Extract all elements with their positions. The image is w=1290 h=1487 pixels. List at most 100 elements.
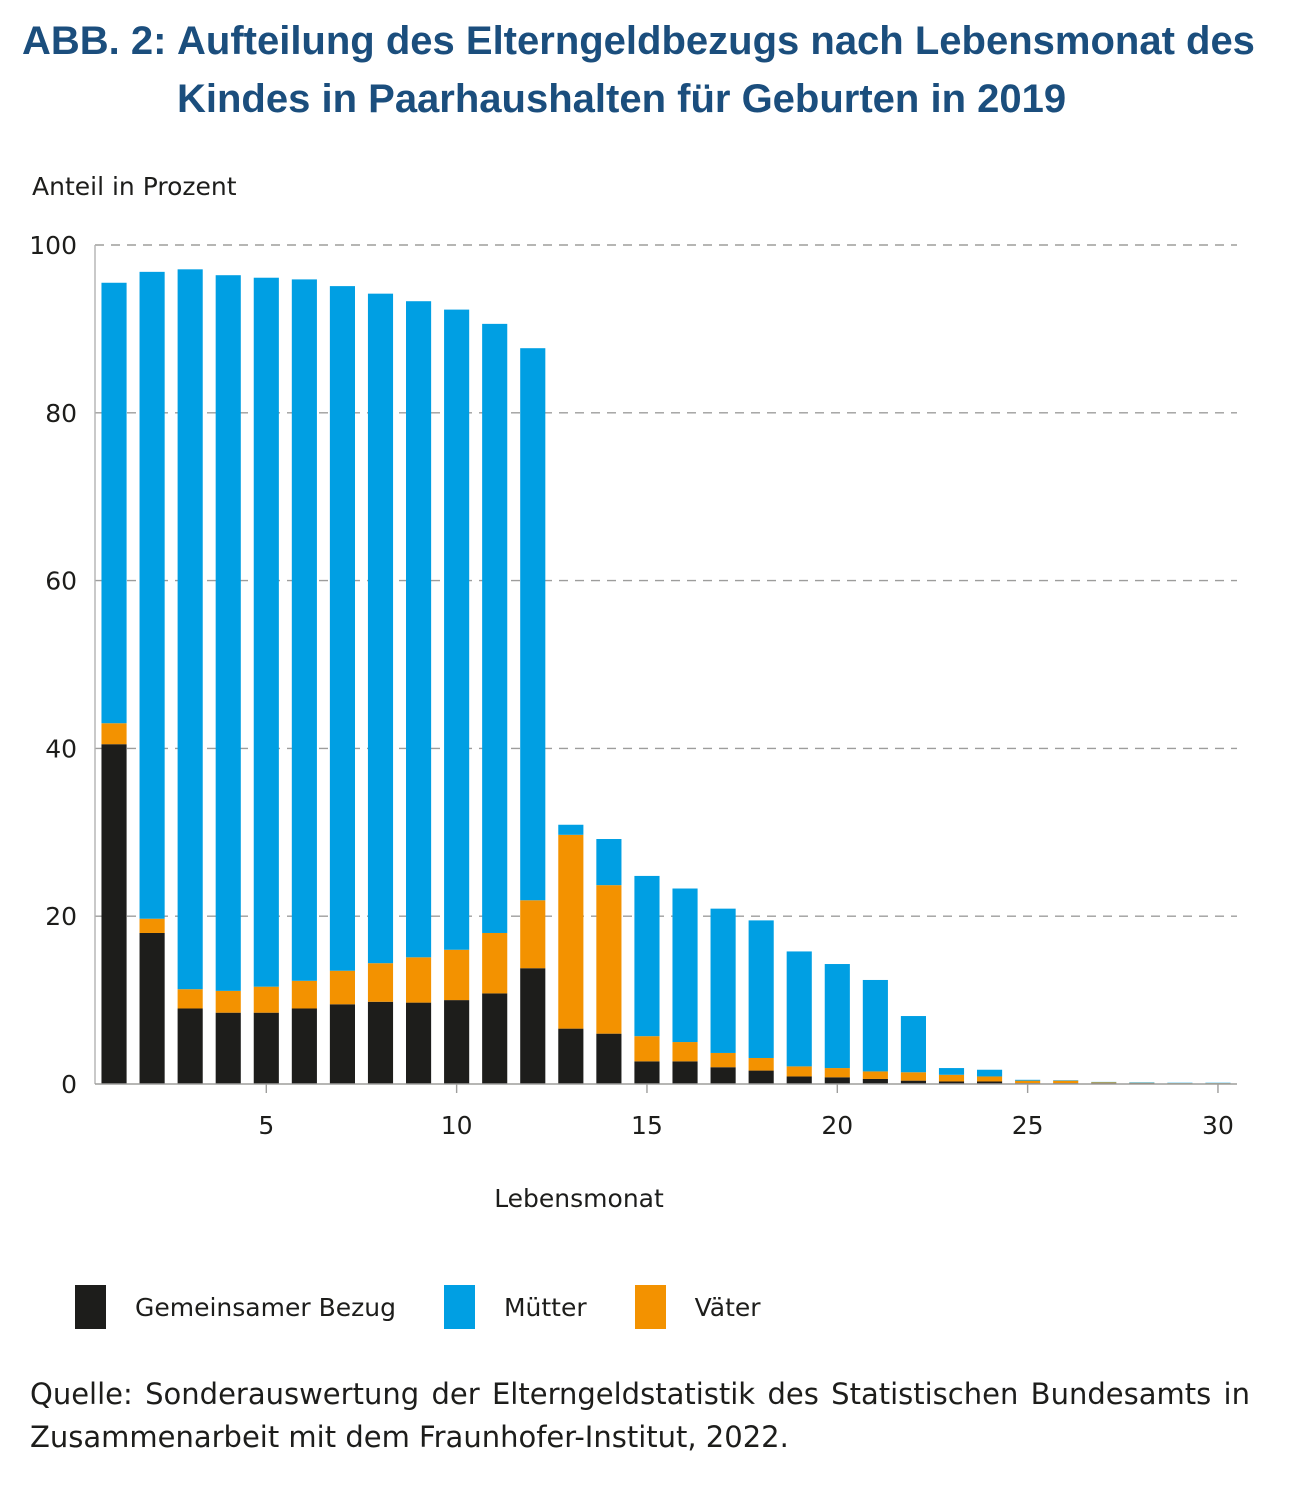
y-tick-label: 20	[45, 902, 77, 931]
bar-segment	[558, 824, 584, 835]
bar-segment	[101, 282, 127, 724]
bar-segment	[900, 1016, 926, 1073]
bar-segment	[482, 932, 508, 994]
x-tick-label: 10	[441, 1111, 473, 1140]
bar-segment	[406, 957, 432, 1003]
bar-segment	[329, 286, 355, 971]
bar-segment	[672, 1042, 698, 1062]
figure-title-text: Aufteilung des Elterngeldbezugs nach Leb…	[177, 19, 1255, 121]
bar-segment	[710, 908, 736, 1053]
bar-segment	[444, 1000, 470, 1084]
bar-segment	[520, 968, 546, 1084]
bar-segment	[139, 918, 165, 933]
bar-segment	[558, 1028, 584, 1084]
bar-segment	[367, 963, 394, 1002]
bar-segment	[710, 1052, 736, 1068]
bar-segment	[862, 979, 888, 1072]
bar-segment	[367, 1001, 394, 1084]
bar-segment	[1015, 1080, 1041, 1084]
bar-segment	[596, 885, 622, 1034]
bar-segment	[596, 1033, 622, 1084]
bar-segment	[1091, 1082, 1117, 1084]
bar-segment	[291, 1008, 317, 1084]
bar-segment	[291, 279, 317, 981]
bar-segment	[748, 1057, 774, 1071]
x-tick-label: 25	[1012, 1111, 1044, 1140]
y-tick-label: 40	[45, 734, 77, 763]
bar-segment	[177, 989, 203, 1009]
bar-segment	[824, 1068, 850, 1078]
bar-segment	[634, 875, 660, 1037]
y-tick-label: 80	[45, 399, 77, 428]
bar-segment	[177, 1008, 203, 1084]
legend-label: Gemeinsamer Bezug	[135, 1292, 396, 1322]
grid-lines	[94, 244, 1237, 1084]
bar-segment	[938, 1081, 965, 1084]
bars	[101, 269, 1231, 1084]
bar-segment	[367, 293, 394, 964]
legend-swatch	[75, 1285, 106, 1329]
bar-segment	[329, 970, 355, 1005]
bar-segment	[482, 323, 508, 933]
bar-segment	[634, 1061, 660, 1084]
bar-segment	[862, 1071, 888, 1079]
bar-segment	[977, 1076, 1003, 1082]
bar-segment	[215, 275, 241, 991]
bar-segment	[977, 1069, 1003, 1077]
bar-segment	[748, 920, 774, 1058]
x-tick-label: 15	[631, 1111, 663, 1140]
bar-segment	[900, 1072, 926, 1081]
bar-segment	[444, 309, 470, 950]
bar-segment	[520, 348, 546, 901]
bar-segment	[786, 951, 812, 1067]
bar-segment	[253, 986, 279, 1013]
bar-segment	[482, 993, 508, 1084]
bar-segment	[139, 271, 165, 919]
bar-segment	[824, 1077, 850, 1084]
y-tick-label: 60	[45, 567, 77, 596]
y-tick-labels: 0 20 40 60 80 100	[29, 231, 77, 1099]
legend-label: Mütter	[503, 1292, 587, 1322]
bar-segment	[824, 964, 850, 1069]
legend-label: Väter	[694, 1292, 761, 1322]
x-axis: 5 10 15 20 25 30	[95, 1083, 1237, 1140]
bar-segment	[938, 1068, 965, 1075]
x-tick-label: 20	[821, 1111, 853, 1140]
bar-segment	[672, 1061, 698, 1084]
bar-segment	[938, 1074, 965, 1082]
x-tick-label: 5	[258, 1111, 274, 1140]
bar-segment	[786, 1076, 812, 1084]
x-tick-label: 30	[1202, 1111, 1234, 1140]
bar-segment	[329, 1004, 355, 1084]
bar-segment	[406, 1002, 432, 1084]
legend-item-vaeter: Väter	[634, 1285, 761, 1329]
legend: Gemeinsamer Bezug Mütter Väter	[75, 1285, 809, 1329]
x-axis-label: Lebensmonat	[494, 1184, 664, 1213]
bar-segment	[977, 1081, 1003, 1084]
bar-segment	[748, 1070, 774, 1084]
bar-segment	[177, 269, 203, 990]
bar-segment	[672, 888, 698, 1043]
bar-segment	[101, 744, 127, 1084]
bar-segment	[634, 1036, 660, 1062]
bar-segment	[558, 834, 584, 1029]
source-note: Quelle: Sonderauswertung der Elterngelds…	[30, 1377, 1250, 1454]
bar-segment	[1053, 1080, 1079, 1084]
bar-segment	[1015, 1079, 1041, 1081]
stacked-bar-chart: Anteil in Prozent 0 20 40 60 80 100 5 10 15 20 25…	[29, 172, 1237, 1213]
legend-swatch	[634, 1285, 666, 1329]
bar-segment	[291, 980, 317, 1009]
figure-title: ABB. 2: Aufteilung des Elterngeldbezugs …	[22, 12, 1282, 128]
bar-segment	[406, 301, 432, 958]
legend-item-gemeinsamer-bezug: Gemeinsamer Bezug	[75, 1285, 396, 1329]
bar-segment	[596, 839, 622, 886]
legend-swatch	[443, 1285, 475, 1329]
bar-segment	[139, 932, 165, 1084]
y-axis-label: Anteil in Prozent	[32, 172, 237, 201]
legend-item-muetter: Mütter	[443, 1285, 587, 1329]
bar-segment	[253, 1012, 279, 1084]
bar-segment	[253, 277, 279, 987]
bar-segment	[710, 1067, 736, 1084]
y-tick-label: 0	[61, 1070, 77, 1099]
figure-label: ABB. 2:	[22, 19, 167, 63]
